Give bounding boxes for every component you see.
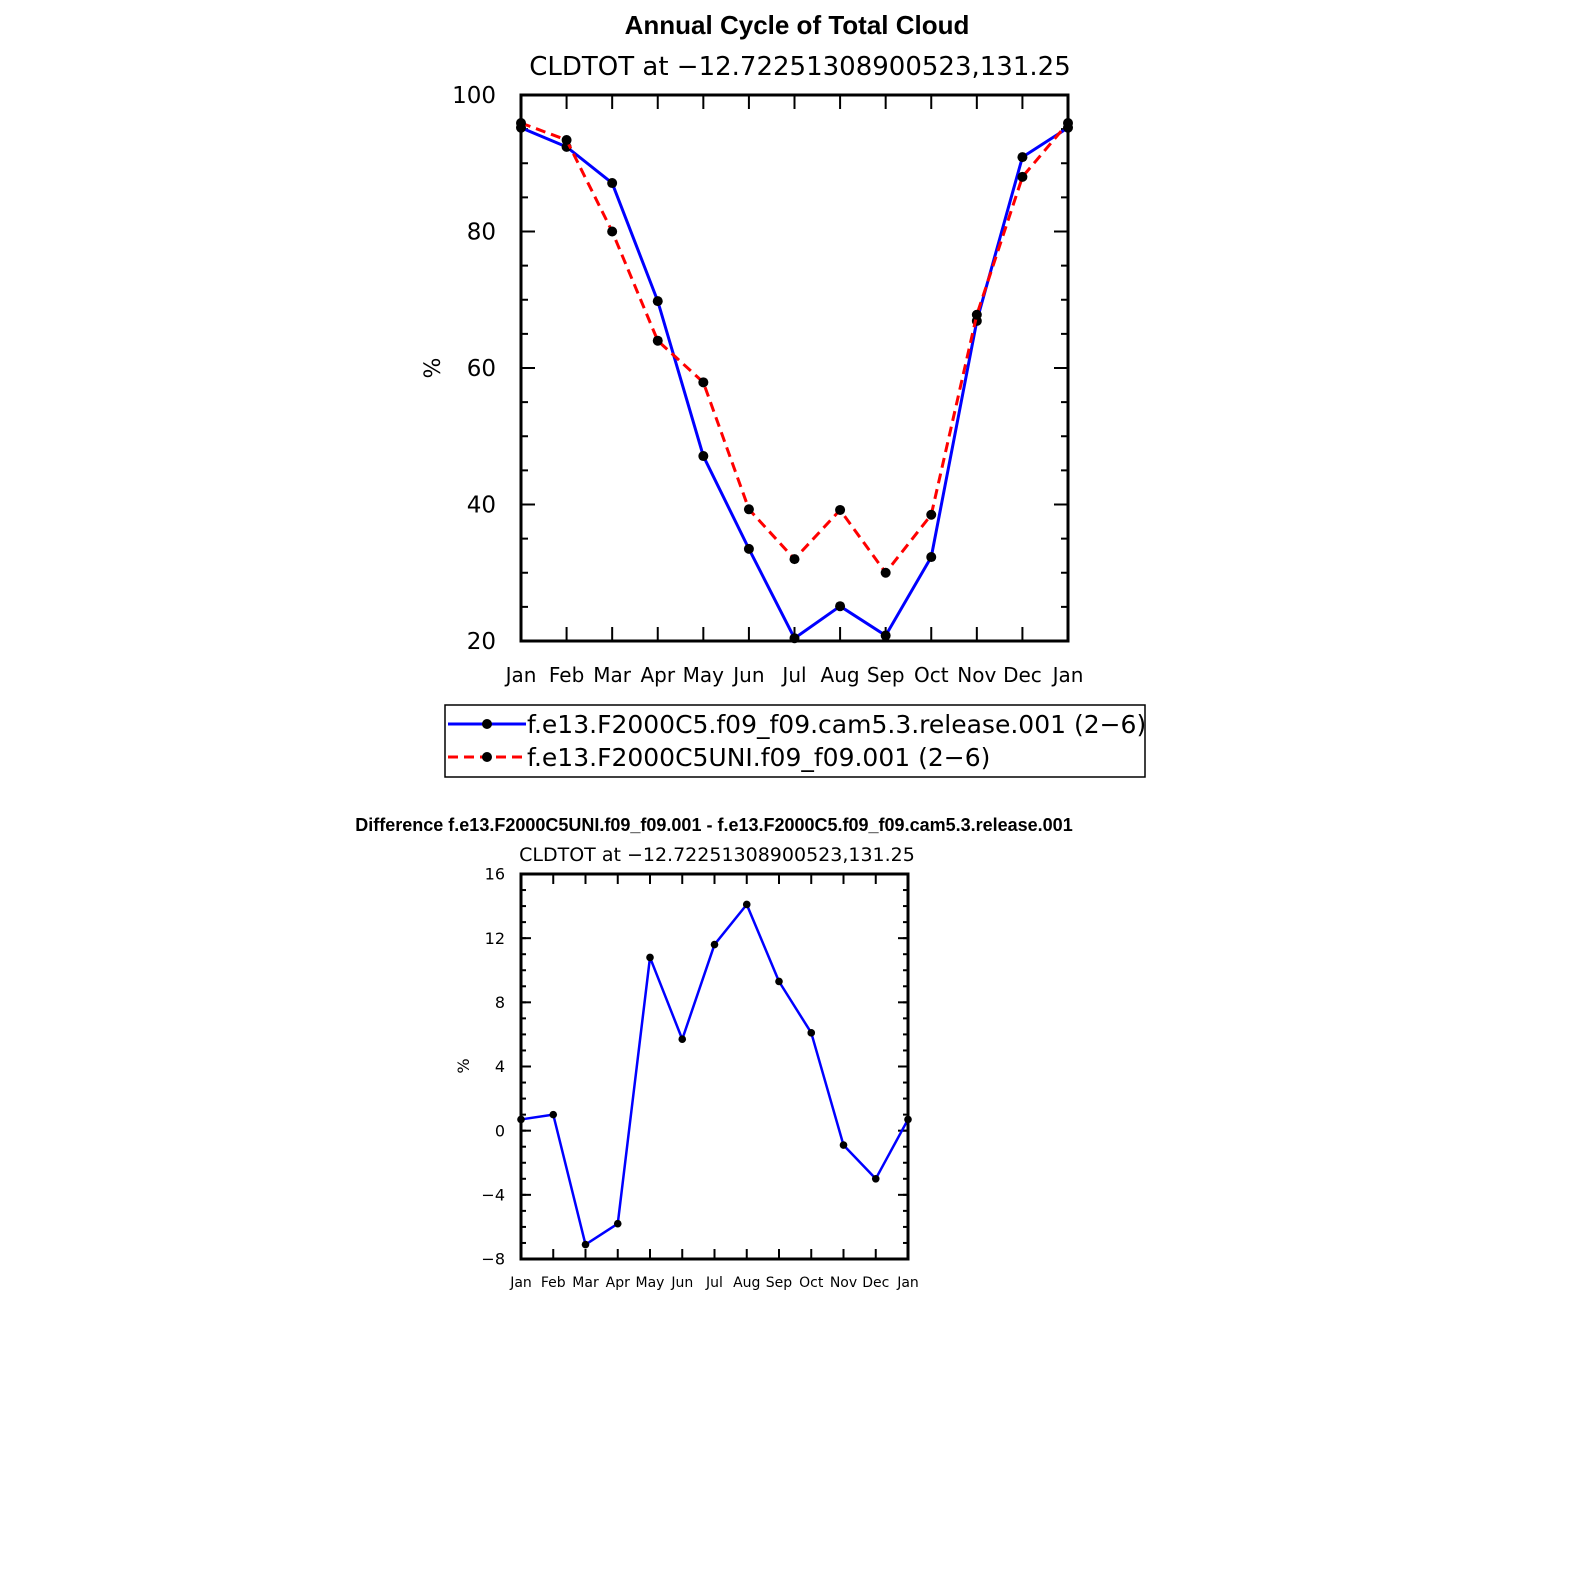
y-tick-label: 12 [485,929,505,948]
chart1-legend: f.e13.F2000C5.f09_f09.cam5.3.release.001… [444,704,1146,778]
data-point [607,226,618,237]
difference-chart: Difference f.e13.F2000C5UNI.f09_f09.001 … [355,815,1072,1291]
x-tick-label: Dec [862,1275,889,1291]
x-tick-label: Mar [572,1275,599,1291]
x-tick-label: Jan [1051,663,1084,687]
annual-cycle-chart: Annual Cycle of Total Cloud CLDTOT at −1… [421,10,1146,778]
x-tick-label: Oct [914,663,949,687]
y-tick-label: 100 [452,83,496,109]
data-point [743,543,754,554]
x-tick-label: Feb [549,663,584,687]
y-tick-label: −4 [481,1185,505,1204]
data-point [880,567,891,578]
data-point [926,509,937,520]
x-tick-label: Sep [766,1275,793,1291]
data-point [561,135,572,146]
data-point [1017,152,1028,163]
chart1-subtitle: CLDTOT at −12.72251308900523,131.25 [529,52,1071,82]
data-point [835,504,846,515]
data-point [652,296,663,307]
chart1-title: Annual Cycle of Total Cloud [625,10,970,40]
data-point [971,309,982,320]
chart1-plot-frame [519,93,1070,643]
x-tick-label: Apr [640,663,675,687]
data-point [613,1219,622,1228]
data-point [742,900,751,909]
x-tick-label: Feb [541,1275,566,1291]
x-tick-label: Dec [1003,663,1042,687]
data-point [698,451,709,462]
chart1-x-tick-labels: Jan Feb Mar Apr May Jun Jul Aug Sep Oct Nov Dec Jan [504,663,1084,687]
data-point [710,940,719,949]
y-tick-label: 60 [467,356,496,382]
legend-marker-experiment [482,752,492,762]
series-line-1 [520,121,1070,575]
y-tick-label: 20 [467,629,496,655]
y-tick-label: 16 [485,865,505,884]
chart2-y-axis-label: % [454,1058,473,1073]
legend-marker-control [482,719,492,729]
chart1-y-tick-labels: 100 80 60 40 20 [452,83,496,655]
chart2-x-tick-labels: Jan Feb Mar Apr May Jun Jul Aug Sep Oct Nov Dec Jan [509,1275,919,1291]
x-tick-label: May [636,1275,665,1291]
legend-label-experiment: f.e13.F2000C5UNI.f09_f09.001 (2−6) [527,743,990,772]
y-tick-label: 8 [495,993,505,1012]
data-point [839,1141,848,1149]
x-tick-label: Apr [606,1275,630,1291]
y-tick-label: −8 [481,1250,505,1269]
data-point [607,178,618,189]
x-tick-label: Oct [799,1275,824,1291]
data-point [652,335,663,346]
x-tick-label: Aug [821,663,860,687]
x-tick-label: Aug [733,1275,760,1291]
x-tick-label: Mar [593,663,632,687]
x-tick-label: Jun [731,663,764,687]
y-tick-label: 4 [495,1057,505,1076]
x-tick-label: Jun [670,1275,693,1291]
chart1-series [516,117,1073,644]
chart2-y-tick-labels: 16 12 8 4 0 −4 −8 [481,865,505,1269]
x-tick-label: Sep [867,663,905,687]
chart2-ticks [520,873,909,1260]
y-tick-label: 40 [467,493,496,519]
data-point [678,1035,687,1044]
data-point [807,1029,816,1037]
data-point [835,601,846,612]
x-tick-label: Jan [504,663,537,687]
chart2-title: Difference f.e13.F2000C5UNI.f09_f09.001 … [355,815,1072,835]
data-point [926,552,937,563]
series-line-0 [520,903,910,1246]
data-point [698,377,709,388]
x-tick-label: Jul [705,1275,723,1291]
y-tick-label: 0 [495,1121,505,1140]
data-point [581,1240,590,1249]
chart2-plot-frame [519,872,910,1261]
data-point [646,953,654,962]
legend-label-control: f.e13.F2000C5.f09_f09.cam5.3.release.001… [527,710,1146,739]
x-tick-label: May [683,663,725,687]
x-tick-label: Jul [780,663,806,687]
y-tick-label: 80 [467,220,496,246]
chart1-y-axis-label: % [421,358,446,379]
data-point [871,1174,880,1183]
x-tick-label: Nov [830,1275,857,1291]
data-point [789,554,800,565]
data-point [743,504,754,515]
chart2-subtitle: CLDTOT at −12.72251308900523,131.25 [519,844,915,866]
x-tick-label: Nov [957,663,996,687]
legend-box [444,704,1146,778]
data-point [775,977,783,986]
data-point [880,630,891,641]
data-point [1017,171,1028,182]
chart2-series [517,900,912,1249]
x-tick-label: Jan [509,1275,532,1291]
data-point [549,1110,558,1119]
x-tick-label: Jan [896,1275,919,1291]
